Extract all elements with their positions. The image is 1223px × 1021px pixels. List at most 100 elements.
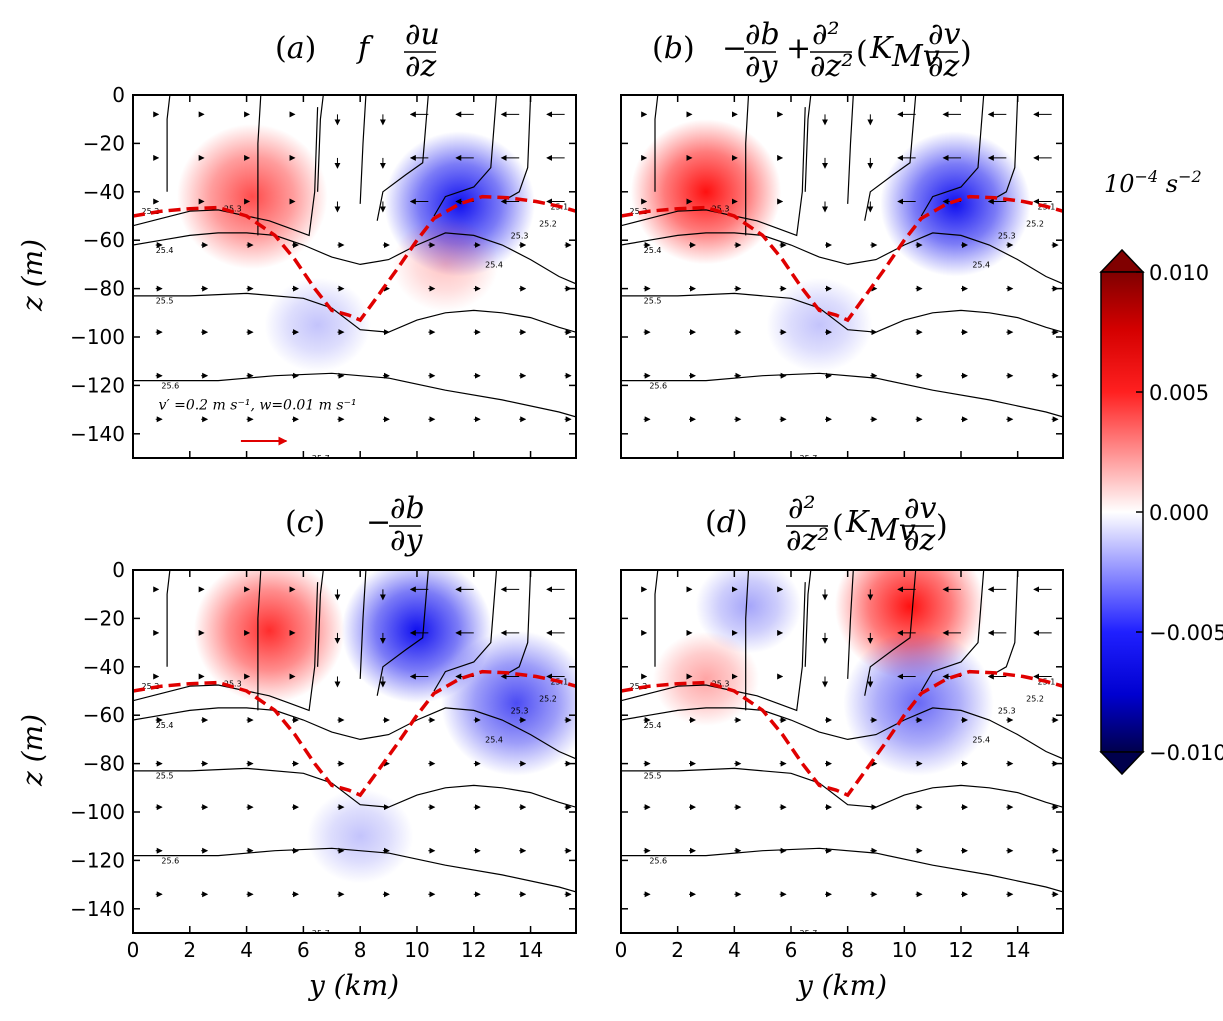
panel-a-ytick-label: −60	[83, 228, 125, 252]
panel-c-contour-label-5: 25.7	[312, 929, 330, 938]
panel-b-title-expr: − ∂b ∂y + ∂² ∂z² ( K Mv ∂v ∂z )	[722, 17, 972, 84]
panel-a-contour-label-7: 25.2	[539, 219, 557, 228]
panel-a-isopycnal-4	[166, 95, 171, 192]
panel-c-contour-label-9: 25.4	[485, 735, 503, 744]
panel-c-ytick-label: −120	[70, 848, 125, 872]
panel-c-xtick-label: 0	[127, 938, 140, 962]
quiver-key-label: v′ =0.2 m s⁻¹, w=0.01 m s⁻¹	[159, 398, 357, 414]
panel-c-frame	[132, 569, 577, 934]
panel-d-isopycnal-2	[621, 767, 1063, 808]
panel-b-anomaly-0	[630, 119, 782, 265]
panel-d-isopycnal-1	[621, 707, 1063, 760]
panel-d-xtick-label: 6	[785, 938, 798, 962]
panel-d-anomaly-0	[695, 570, 802, 654]
panel-b-isopycnal-10	[989, 95, 1019, 203]
panel-c-isopycnal-8	[376, 570, 429, 696]
panel-c-ytick-label: −100	[70, 800, 125, 824]
panel-c-xtick-label: 14	[518, 938, 543, 962]
panel-c-contour-label-7: 25.2	[539, 694, 557, 703]
panel-d-contour-label-9: 25.4	[972, 735, 990, 744]
panel-c-xtick-label: 6	[297, 938, 310, 962]
panel-a-isopycnal-7	[359, 95, 367, 204]
panel-a-isopycnal-5	[257, 95, 262, 236]
svg-text:K: K	[845, 505, 870, 540]
panel-a-isopycnal-1	[133, 232, 576, 285]
svg-text:∂b: ∂b	[745, 17, 780, 52]
panel-c-quiver	[153, 586, 572, 898]
panel-a: 25.2 25.325.425.525.625.725.125.225.325.4…	[70, 83, 577, 459]
panel-b-contours: 25.2 25.325.425.525.625.725.125.225.325.4	[621, 95, 1063, 458]
panel-c-ytick-label: −140	[70, 897, 125, 921]
panel-a-ytick-label: −120	[70, 373, 125, 397]
panel-c-xtick-label: 10	[404, 938, 429, 962]
svg-text:∂b: ∂b	[390, 491, 425, 526]
panel-b-isopycnal-9	[920, 95, 985, 217]
panel-d-anomaly-2	[843, 630, 994, 776]
panel-a-mld-line	[133, 194, 576, 323]
panel-d-isopycnal-5	[745, 570, 750, 711]
panel-c-mld-line	[133, 669, 576, 798]
panel-c-ytick-label: −20	[83, 606, 125, 630]
svg-text:(: (	[832, 509, 844, 544]
panel-c-ytick-label: 0	[112, 558, 125, 582]
svg-text:∂²: ∂²	[812, 17, 840, 52]
panel-b-mld-line	[621, 194, 1063, 323]
panel-d-isopycnal-8	[864, 570, 917, 696]
panel-c-isopycnal-4	[166, 570, 171, 667]
panel-d-isopycnal-9	[920, 570, 985, 692]
panel-b-isopycnal-6	[804, 95, 812, 192]
panel-a-isopycnal-8	[376, 95, 429, 221]
colorbar-tick-label: −0.005	[1149, 621, 1223, 645]
panel-b-isopycnal-2	[621, 292, 1063, 333]
panel-c-title-expr: − ∂b ∂y	[366, 491, 425, 558]
panel-d-contour-label-5: 25.7	[800, 929, 818, 938]
panel-a-isopycnal-9	[433, 95, 498, 217]
panel-b-isopycnal-8	[864, 95, 917, 221]
svg-text:∂z: ∂z	[928, 49, 960, 84]
panel-c-contour-label-2: 25.4	[156, 721, 174, 730]
colorbar-tick-label: 0.010	[1149, 261, 1209, 285]
panel-b-isopycnal-1	[621, 232, 1063, 285]
panel-d-xlabel: y (km)	[795, 969, 887, 1002]
panel-d-title-expr: ∂² ∂z² ( K Mv ∂v ∂z )	[786, 491, 948, 558]
panel-d-xtick-label: 2	[671, 938, 684, 962]
panel-a-ytick-label: −140	[70, 422, 125, 446]
panel-c: 25.2 25.325.425.525.625.725.125.225.325.4…	[70, 558, 577, 962]
panel-c-contour-label-0: 25.2	[142, 682, 160, 691]
svg-text:∂y: ∂y	[745, 49, 779, 84]
panel-d-contour-label-7: 25.2	[1026, 694, 1044, 703]
panel-c-ytick-label: −40	[83, 655, 125, 679]
colorbar-tick-label: 0.000	[1149, 501, 1209, 525]
panel-c-contour-label-1: 25.3	[224, 680, 242, 689]
panel-b: 25.2 25.325.425.525.625.725.125.225.325.4	[620, 94, 1064, 459]
panel-a-frame	[132, 94, 577, 459]
svg-text:(: (	[856, 35, 868, 70]
panel-d-xtick-label: 14	[1005, 938, 1030, 962]
panel-a-ytick-label: 0	[112, 83, 125, 107]
panel-a-anomaly-0	[176, 124, 328, 270]
panel-d-isopycnal-4	[654, 570, 659, 667]
panel-d-anomaly-3	[652, 631, 760, 727]
panel-c-ylabel: z (m)	[16, 714, 49, 787]
panel-d-xtick-label: 10	[892, 938, 917, 962]
svg-text:∂v: ∂v	[928, 17, 961, 52]
svg-text:∂z: ∂z	[405, 49, 437, 84]
panel-c-isopycnal-6	[317, 570, 324, 667]
panel-d-mld-line	[621, 669, 1063, 798]
panel-b-contour-label-0: 25.2	[630, 207, 648, 216]
panel-b-contour-label-2: 25.4	[644, 246, 662, 255]
panel-c-isopycnal-5	[257, 570, 262, 711]
panel-c-isopycnal-7	[359, 570, 367, 679]
panel-c-isopycnal-10	[501, 570, 532, 678]
panel-b-title: (b)	[652, 31, 695, 66]
panel-c-ytick-label: −80	[83, 752, 125, 776]
colorbar-tick-label: −0.010	[1149, 741, 1223, 765]
svg-text:): )	[936, 509, 948, 544]
panel-d-isopycnal-7	[847, 570, 854, 679]
panel-c-ytick-label: −60	[83, 703, 125, 727]
panel-d-contour-label-1: 25.3	[712, 680, 730, 689]
panel-a-contour-label-4: 25.6	[161, 381, 179, 390]
panel-a-ytick-label: −40	[83, 180, 125, 204]
svg-text:∂u: ∂u	[405, 17, 440, 52]
